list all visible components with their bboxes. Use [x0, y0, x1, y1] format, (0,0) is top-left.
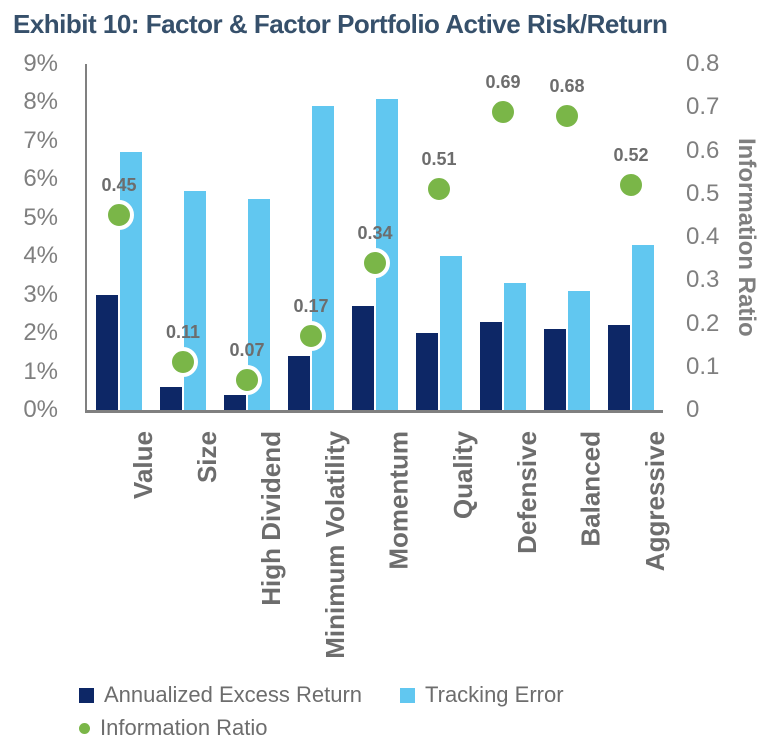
information-ratio-value-label: 0.34 — [357, 222, 393, 243]
right-axis-tick-label: 0.4 — [686, 223, 720, 250]
excess-return-bar — [352, 306, 374, 410]
legend-label: Annualized Excess Return — [104, 682, 363, 707]
legend-label: Tracking Error — [425, 682, 564, 707]
information-ratio-dot — [424, 174, 454, 205]
category-label: Momentum — [384, 431, 414, 570]
tracking-error-bar — [312, 106, 334, 410]
tracking-error-bar — [632, 244, 654, 410]
tracking-error-bar — [440, 256, 462, 410]
information-ratio-dot — [296, 321, 326, 352]
category-label: Aggressive — [640, 431, 670, 572]
legend-item-tracking-error: Tracking Error — [400, 682, 564, 708]
left-axis-tick-label: 2% — [23, 319, 58, 347]
category-label: Value — [128, 431, 158, 499]
information-ratio-dot — [232, 364, 262, 395]
tracking-error-legend-swatch-icon — [400, 687, 415, 703]
information-ratio-dot — [360, 247, 390, 278]
tracking-error-bar — [184, 190, 206, 410]
information-ratio-value-label: 0.51 — [421, 149, 457, 170]
information-ratio-legend-dot-icon — [79, 722, 90, 734]
information-ratio-dot — [488, 96, 518, 127]
right-axis-tick-label: 0.6 — [686, 136, 720, 164]
tracking-error-bar — [248, 198, 270, 410]
information-ratio-value-label: 0.52 — [613, 145, 649, 166]
information-ratio-dot — [616, 170, 646, 201]
left-axis-tick-label: 7% — [23, 126, 58, 154]
legend-label: Information Ratio — [100, 715, 268, 739]
excess-return-bar — [608, 325, 630, 410]
right-axis-tick-label: 0.5 — [686, 179, 720, 207]
left-axis-tick-label: 3% — [23, 280, 58, 308]
right-axis-tick-label: 0.2 — [686, 309, 720, 337]
legend-item-excess-return: Annualized Excess Return — [79, 682, 362, 708]
category-label: Defensive — [512, 431, 542, 554]
information-ratio-value-label: 0.07 — [229, 339, 265, 360]
left-axis-tick-label: 1% — [23, 357, 58, 385]
left-axis-tick-label: 8% — [23, 88, 58, 116]
excess-return-bar — [416, 333, 438, 410]
legend-item-information-ratio: Information Ratio — [79, 715, 268, 739]
category-label: High Dividend — [256, 431, 286, 606]
information-ratio-dot — [168, 347, 198, 378]
excess-return-bar — [224, 394, 246, 410]
information-ratio-dot — [104, 200, 134, 231]
information-ratio-dot — [552, 100, 582, 131]
right-axis-tick-label: 0.7 — [686, 93, 720, 121]
right-axis-title: Information Ratio — [724, 64, 768, 410]
right-axis-title-text: Information Ratio — [733, 137, 760, 337]
excess-return-bar — [160, 386, 182, 410]
category-label: Minimum Volatility — [320, 431, 350, 659]
tracking-error-bar — [504, 283, 526, 410]
left-axis-tick-label: 0% — [23, 396, 58, 423]
right-axis-tick-label: 0 — [686, 396, 700, 423]
excess-return-bar — [544, 329, 566, 410]
excess-return-bar — [288, 356, 310, 410]
plot-area: 0.45 0.11 0.07 0.17 0.34 0.51 0.69 0.68 0.52 — [85, 64, 663, 413]
left-axis-tick-label: 6% — [23, 165, 58, 193]
information-ratio-value-label: 0.69 — [485, 71, 521, 92]
left-axis-tick-label: 5% — [23, 203, 58, 231]
excess-return-bar — [96, 294, 118, 410]
chart-title: Exhibit 10: Factor & Factor Portfolio Ac… — [13, 9, 668, 39]
excess-return-bar — [480, 321, 502, 410]
information-ratio-value-label: 0.11 — [165, 322, 201, 343]
right-axis-tick-label: 0.8 — [686, 50, 720, 77]
excess-return-legend-swatch-icon — [79, 687, 94, 703]
category-label: Balanced — [576, 431, 606, 547]
information-ratio-value-label: 0.45 — [101, 175, 137, 196]
tracking-error-bar — [568, 290, 590, 410]
information-ratio-value-label: 0.68 — [549, 75, 585, 96]
right-axis-tick-label: 0.1 — [686, 352, 720, 380]
left-axis-tick-label: 4% — [23, 242, 58, 270]
information-ratio-value-label: 0.17 — [293, 296, 329, 317]
left-axis-tick-label: 9% — [23, 50, 58, 77]
category-label: Size — [192, 431, 222, 484]
right-axis-tick-label: 0.3 — [686, 266, 720, 294]
category-label: Quality — [448, 431, 478, 520]
